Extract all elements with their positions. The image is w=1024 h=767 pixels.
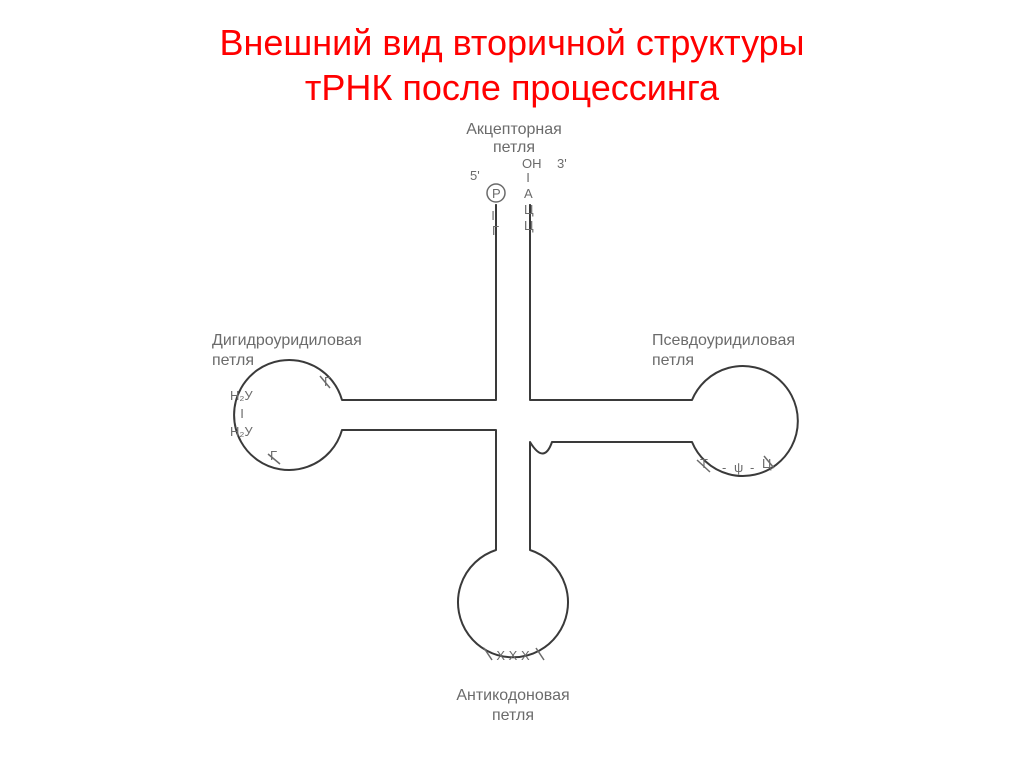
page-title: Внешний вид вторичной структуры тРНК пос…	[0, 0, 1024, 110]
dash-t1: -	[722, 460, 726, 475]
dihydro-text-2: петля	[212, 352, 254, 369]
h2u-2: Н₂У	[230, 424, 253, 439]
c1-label: Ц	[524, 202, 534, 217]
a-label: А	[524, 186, 533, 201]
pseudo-text-2: петля	[652, 352, 694, 369]
dash-icon: I	[491, 208, 495, 223]
dash-icon-2: I	[526, 170, 530, 185]
trna-diagram: 5' Р I Г 3' ОН I А Ц Ц Акцепторная петля…	[152, 120, 872, 740]
title-line-2: тРНК после процессинга	[0, 65, 1024, 110]
phosphate-label: Р	[492, 186, 501, 201]
five-prime-label: 5'	[470, 168, 480, 183]
acceptor-label: Акцепторная петля	[466, 121, 562, 156]
d-loop-bases: Г Н₂У I Н₂У Г	[230, 374, 331, 464]
dash-d: I	[240, 406, 244, 421]
dihydro-label: Дигидроуридиловая петля	[212, 332, 362, 369]
h2u-1: Н₂У	[230, 388, 253, 403]
dash-t2: -	[750, 460, 754, 475]
c2-label: Ц	[524, 218, 534, 233]
three-prime-labels: 3' ОН I А Ц Ц	[522, 156, 567, 233]
acceptor-text-1: Акцепторная	[466, 121, 562, 138]
pseudo-text-1: Псевдоуридиловая	[652, 332, 795, 349]
acceptor-text-2: петля	[493, 139, 535, 156]
anticodon-label: Антикодоновая петля	[456, 687, 569, 724]
cloverleaf-outline	[234, 205, 798, 657]
xxx-label: Х Х Х	[496, 648, 530, 663]
title-line-1: Внешний вид вторичной структуры	[0, 20, 1024, 65]
g-5prime: Г	[492, 223, 499, 238]
dihydro-text-1: Дигидроуридиловая	[212, 332, 362, 349]
anticodon-bases: Х Х Х	[484, 648, 544, 663]
psi-label: ψ	[734, 460, 743, 475]
pseudo-label: Псевдоуридиловая петля	[652, 332, 795, 369]
anticodon-text-2: петля	[492, 707, 534, 724]
anticodon-text-1: Антикодоновая	[456, 687, 569, 704]
three-prime-label: 3'	[557, 156, 567, 171]
five-prime-labels: 5' Р I Г	[470, 168, 505, 238]
oh-label: ОН	[522, 156, 542, 171]
